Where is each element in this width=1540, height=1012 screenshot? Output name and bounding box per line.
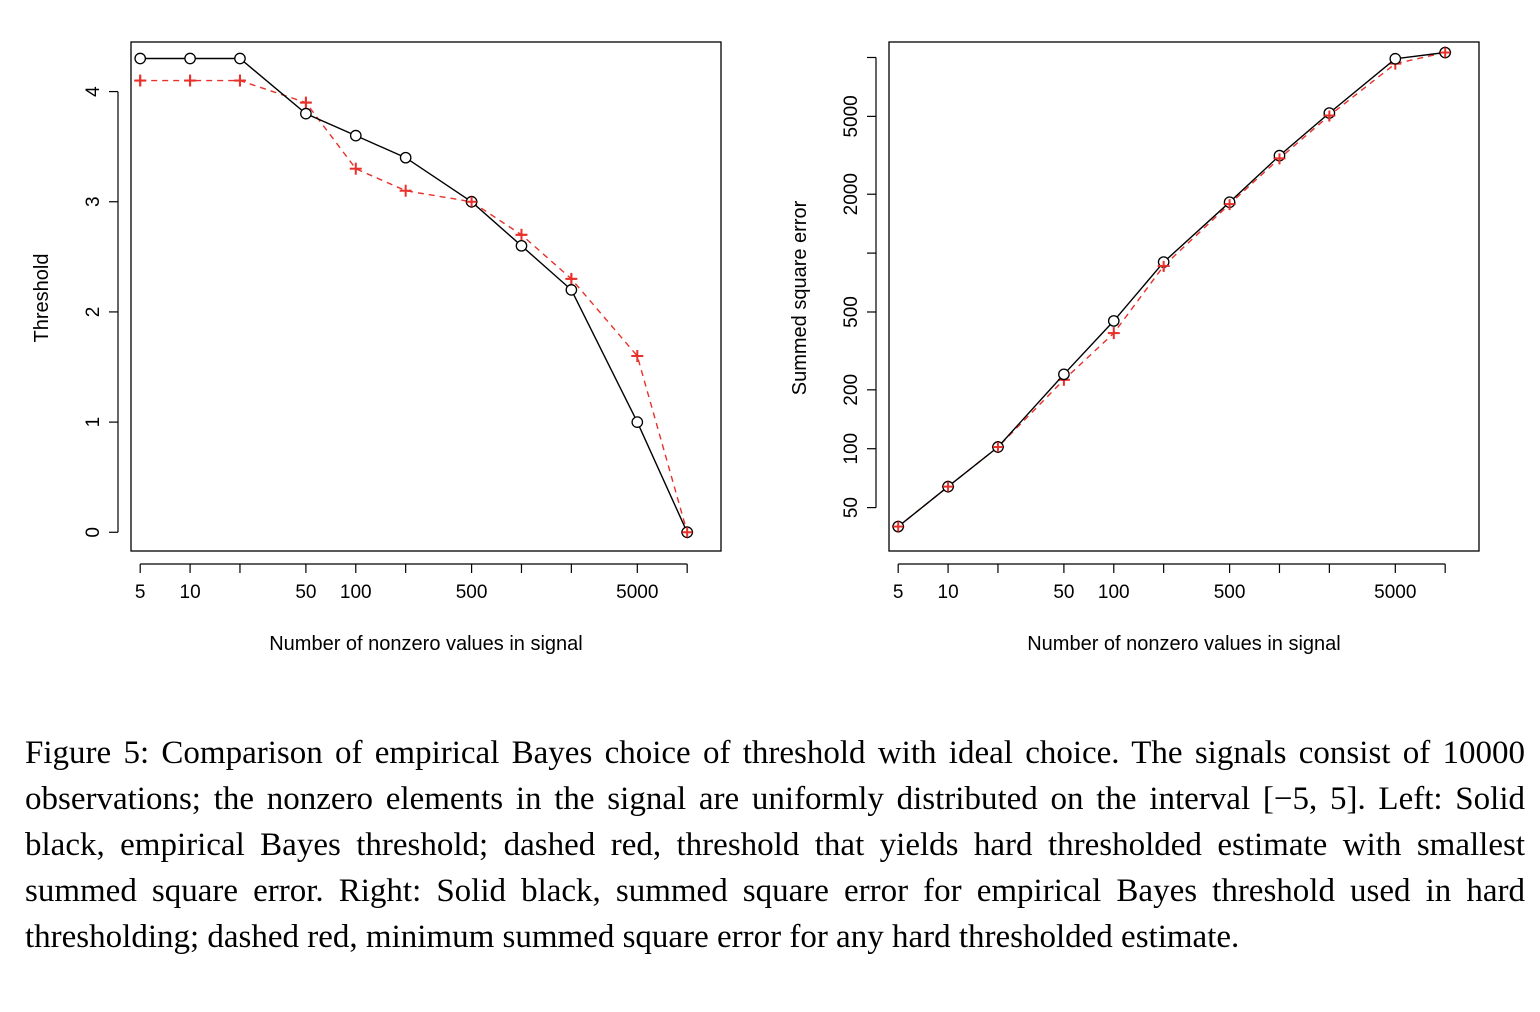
- y-tick-label: 100: [841, 433, 862, 465]
- y-tick-label: 2000: [841, 173, 862, 215]
- x-axis-title: Number of nonzero values in signal: [1027, 633, 1341, 655]
- plus-marker: [300, 97, 311, 108]
- plus-marker: [1274, 153, 1285, 164]
- circle-marker: [134, 52, 147, 65]
- plus-marker: [1158, 260, 1169, 271]
- plus-marker: [1440, 47, 1451, 58]
- plus-marker: [466, 196, 477, 207]
- plus-marker: [1324, 110, 1335, 121]
- y-tick-label: 4: [83, 86, 104, 97]
- x-tick-label: 5: [135, 582, 146, 603]
- plus-marker: [349, 162, 362, 175]
- plus-marker: [566, 273, 577, 284]
- y-tick-label: 500: [841, 296, 862, 328]
- right-summed-square-error-plot: 5 10 50 100 500 5000 50 100 200 500 2000 5000 Number…: [789, 41, 1480, 655]
- circle-marker: [1389, 52, 1402, 65]
- x-tick-label: 50: [295, 582, 316, 603]
- circle-marker: [515, 239, 528, 252]
- plus-marker: [682, 527, 693, 538]
- plus-marker: [943, 481, 954, 492]
- plus-marker: [234, 75, 245, 86]
- circle-marker: [1107, 315, 1120, 327]
- dashed-red-series-line: [897, 51, 1446, 528]
- x-tick-label: 5: [893, 582, 904, 603]
- left-threshold-plot: 5 10 50 100 500 5000 0 1 2 3 4 Number of nonzero va…: [31, 41, 722, 655]
- x-tick-label: 500: [456, 582, 488, 603]
- plus-marker: [399, 184, 412, 197]
- y-axis-title: Summed square error: [789, 200, 811, 395]
- circle-marker: [234, 52, 246, 65]
- x-tick-label: 10: [180, 582, 201, 603]
- circle-marker: [1058, 368, 1070, 381]
- figure-svg: 5 10 50 100 500 5000 0 1 2 3 4 Number of nonzero va…: [31, 41, 1480, 655]
- y-tick-label: 200: [841, 374, 862, 406]
- circle-marker: [300, 107, 312, 120]
- plus-marker: [185, 75, 196, 86]
- y-tick-label: 0: [83, 527, 104, 538]
- y-tick-label: 5000: [841, 95, 862, 137]
- circle-marker: [565, 284, 578, 296]
- plus-marker: [893, 521, 904, 532]
- plus-marker: [516, 229, 527, 240]
- y-tick-label: 3: [83, 196, 104, 207]
- figure-caption: Figure 5: Comparison of empirical Bayes …: [25, 735, 1525, 955]
- plus-marker: [992, 442, 1003, 453]
- plot-frame: [130, 41, 722, 552]
- x-tick-label: 10: [938, 582, 959, 603]
- plus-marker: [135, 75, 146, 86]
- circle-marker: [184, 52, 196, 65]
- circle-marker: [631, 416, 644, 428]
- x-tick-label: 500: [1214, 582, 1246, 603]
- circle-marker: [349, 129, 362, 142]
- x-tick-label: 5000: [616, 582, 658, 603]
- y-axis-title: Threshold: [31, 254, 53, 343]
- solid-black-series-line: [897, 51, 1446, 528]
- x-tick-label: 100: [340, 582, 372, 603]
- x-tick-label: 5000: [1374, 582, 1416, 603]
- solid-black-series-line: [140, 57, 688, 533]
- plus-marker: [631, 349, 644, 362]
- dashed-red-series-line: [140, 79, 688, 533]
- y-tick-label: 2: [83, 307, 104, 318]
- y-tick-label: 1: [83, 417, 104, 428]
- figure: 5 10 50 100 500 5000 0 1 2 3 4 Number of nonzero va…: [31, 41, 1480, 655]
- x-tick-label: 100: [1098, 582, 1130, 603]
- plus-marker: [1107, 327, 1120, 340]
- plus-marker: [1224, 199, 1235, 210]
- circle-marker: [399, 151, 412, 164]
- plot-frame: [888, 41, 1480, 552]
- x-tick-label: 50: [1053, 582, 1074, 603]
- y-tick-label: 50: [841, 497, 862, 518]
- x-axis-title: Number of nonzero values in signal: [269, 633, 583, 655]
